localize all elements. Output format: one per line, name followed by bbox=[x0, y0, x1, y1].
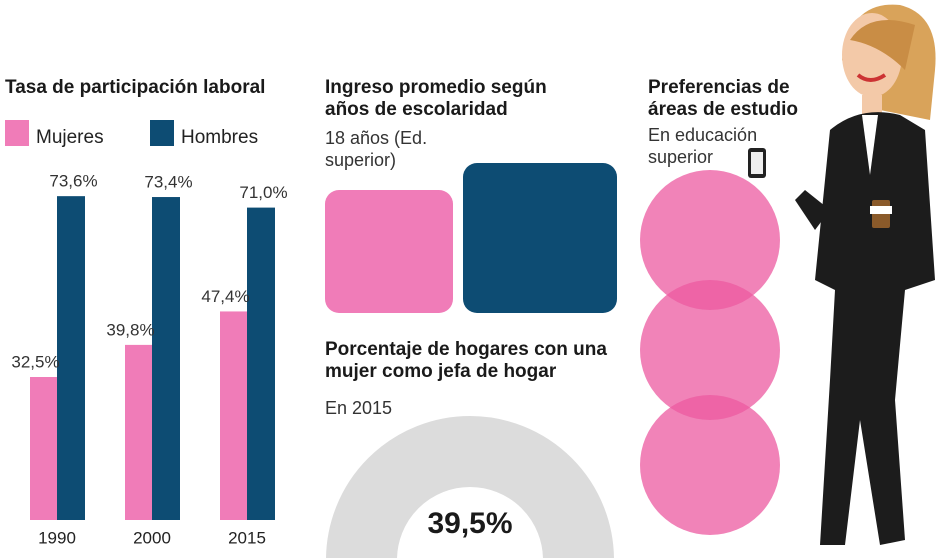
income-title: Ingreso promedio según años de escolarid… bbox=[325, 77, 547, 120]
bar bbox=[220, 311, 247, 520]
value-label: 73,6% bbox=[49, 172, 97, 191]
category-circle bbox=[640, 170, 780, 310]
x-tick-label: 2015 bbox=[228, 528, 266, 547]
value-label: 73,4% bbox=[144, 173, 192, 192]
bar bbox=[152, 197, 180, 521]
income-subtitle: 18 años (Ed. superior) bbox=[325, 128, 428, 170]
legend-swatch bbox=[150, 120, 174, 146]
illustration bbox=[748, 4, 936, 545]
bar bbox=[30, 377, 57, 520]
income-box bbox=[325, 190, 453, 313]
circles-title: Preferencias de áreas de estudio bbox=[648, 77, 798, 120]
bar bbox=[57, 196, 85, 520]
bar bbox=[247, 207, 275, 520]
legend-label: Mujeres bbox=[36, 127, 104, 148]
circles-subtitle: En educación superior bbox=[648, 125, 758, 167]
category-circle bbox=[640, 280, 780, 420]
legend-swatch bbox=[5, 120, 29, 146]
x-tick-label: 2000 bbox=[133, 528, 171, 547]
legend-label: Hombres bbox=[181, 127, 258, 148]
pie-label: 39,5% bbox=[427, 507, 512, 540]
bar-title: Tasa de participación laboral bbox=[5, 77, 266, 98]
value-label: 47,4% bbox=[201, 287, 249, 306]
pie-subtitle: En 2015 bbox=[325, 398, 393, 418]
value-label: 39,8% bbox=[106, 320, 154, 339]
pie-track bbox=[324, 414, 616, 558]
bar bbox=[125, 344, 152, 520]
category-circle bbox=[640, 395, 780, 535]
x-tick-label: 1990 bbox=[38, 528, 76, 547]
value-label: 32,5% bbox=[11, 352, 59, 371]
value-label: 71,0% bbox=[239, 183, 287, 202]
income-box bbox=[463, 163, 617, 313]
pie-title: Porcentaje de hogares con una mujer como… bbox=[325, 339, 607, 382]
